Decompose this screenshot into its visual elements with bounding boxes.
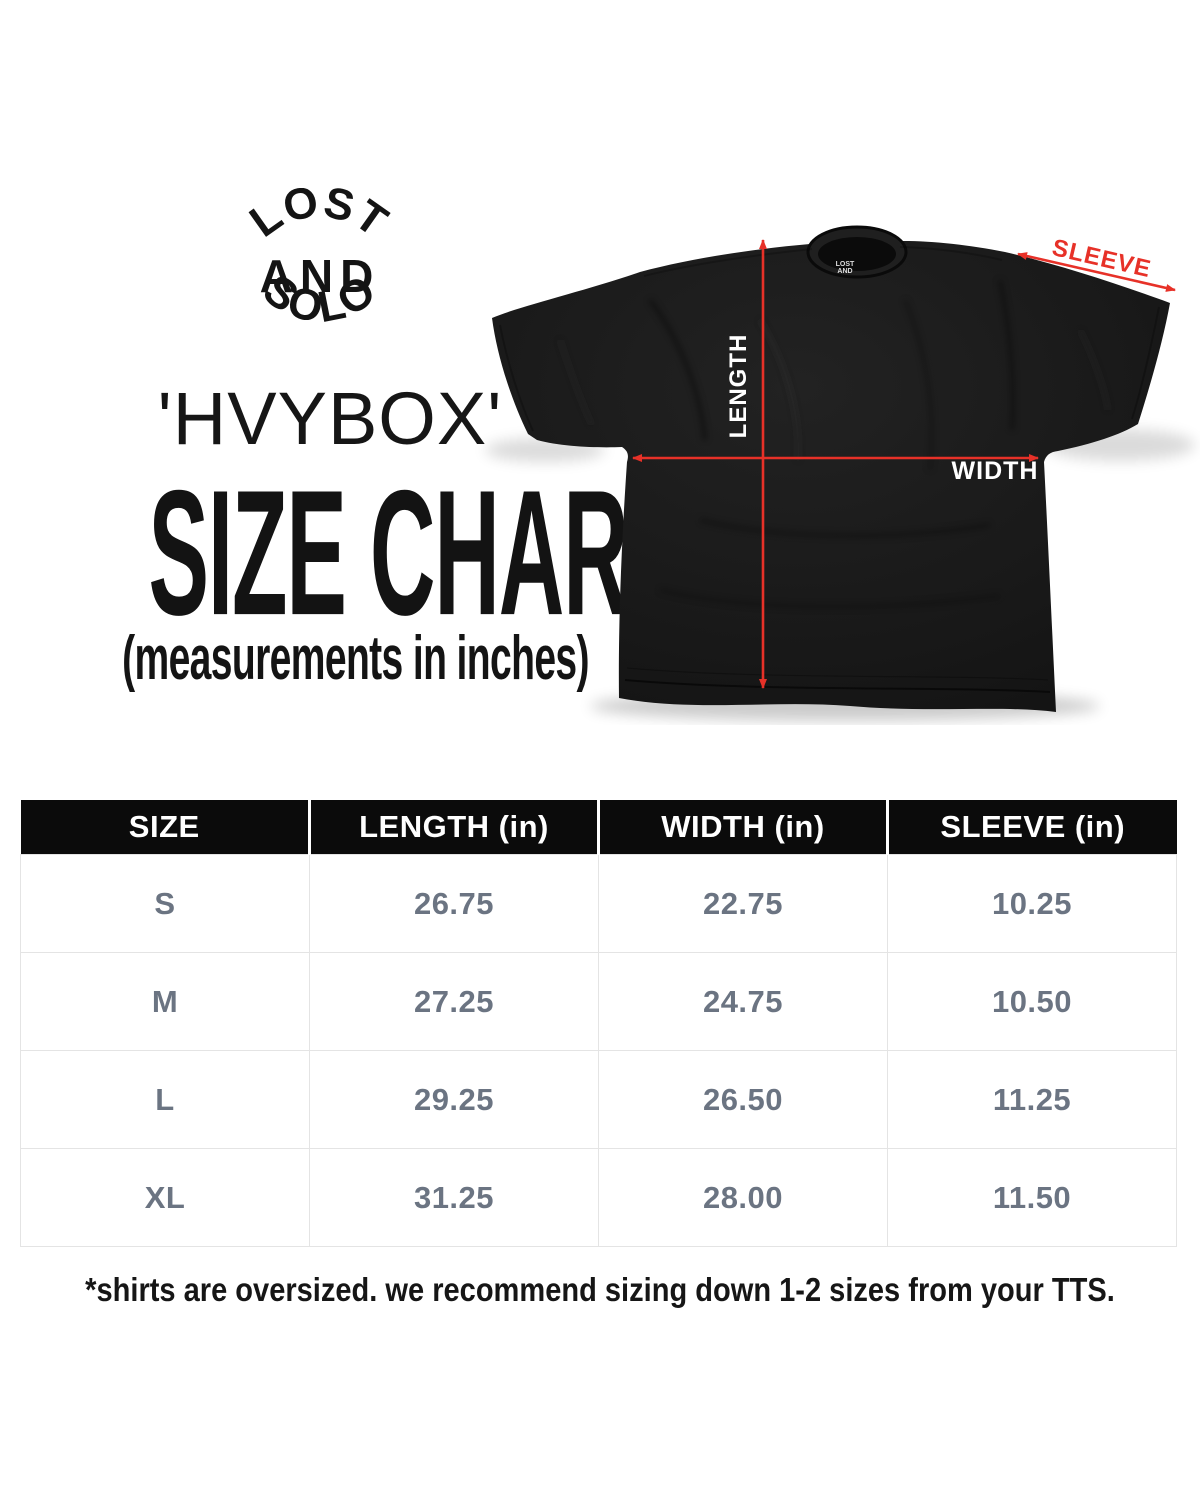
col-header-length: LENGTH (in)	[309, 800, 600, 855]
cell-width: 24.75	[598, 952, 888, 1051]
width-label: WIDTH	[952, 457, 1039, 485]
sleeve-arrow	[1017, 252, 1176, 292]
cell-length: 31.25	[309, 1148, 599, 1247]
product-name: 'HVYBOX'	[157, 377, 503, 460]
cell-width: 22.75	[598, 854, 888, 953]
cell-sleeve: 10.25	[887, 854, 1177, 953]
cell-size: XL	[20, 1148, 310, 1247]
measurement-arrows	[632, 239, 1176, 689]
brand-logo: LOST AND SOLO	[236, 177, 404, 360]
cell-sleeve: 11.50	[887, 1148, 1177, 1247]
svg-text:LOST: LOST	[836, 261, 855, 268]
logo-word-lost: LOST	[241, 177, 396, 247]
logo-word-and: AND	[260, 250, 381, 302]
svg-text:LOST: LOST	[241, 188, 397, 247]
cell-length: 27.25	[309, 952, 599, 1051]
size-chart-table: SIZE LENGTH (in) WIDTH (in) SLEEVE (in) …	[20, 800, 1177, 1247]
page-subtitle: (measurements in inches)	[122, 624, 589, 693]
tshirt-diagram-icon: LOST AND	[485, 225, 1195, 721]
col-header-size: SIZE	[20, 800, 311, 855]
cell-size: S	[20, 854, 310, 953]
shirt-measurement-diagram: LOST AND	[440, 210, 1200, 725]
cell-width: 26.50	[598, 1050, 888, 1149]
length-label: LENGTH	[725, 334, 752, 439]
table-row-xl: XL 31.25 28.00 11.50	[20, 1148, 1177, 1247]
sizing-footnote: *shirts are oversized. we recommend sizi…	[85, 1271, 1115, 1308]
collar-brand-label: LOST AND	[836, 261, 855, 275]
brand-logo-icon: LOST AND SOLO	[241, 177, 397, 333]
cell-width: 28.00	[598, 1148, 888, 1247]
cell-size: M	[20, 952, 310, 1051]
table-row-m: M 27.25 24.75 10.50	[20, 952, 1177, 1051]
table-header-row: SIZE LENGTH (in) WIDTH (in) SLEEVE (in)	[20, 800, 1177, 855]
cell-sleeve: 10.50	[887, 952, 1177, 1051]
col-header-sleeve: SLEEVE (in)	[887, 800, 1177, 855]
svg-text:AND: AND	[837, 268, 852, 275]
table-row-s: S 26.75 22.75 10.25	[20, 854, 1177, 953]
cell-sleeve: 11.25	[887, 1050, 1177, 1149]
col-header-width: WIDTH (in)	[598, 800, 889, 855]
cell-length: 29.25	[309, 1050, 599, 1149]
table-row-l: L 29.25 26.50 11.25	[20, 1050, 1177, 1149]
tshirt-shape: LOST AND	[492, 225, 1170, 712]
cell-size: L	[20, 1050, 310, 1149]
cell-length: 26.75	[309, 854, 599, 953]
